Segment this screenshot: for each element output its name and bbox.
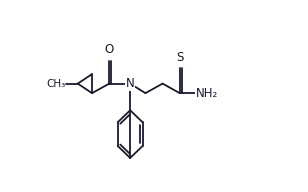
Text: N: N bbox=[126, 77, 135, 90]
Text: NH₂: NH₂ bbox=[196, 87, 218, 100]
Text: O: O bbox=[105, 43, 114, 56]
Text: CH₃: CH₃ bbox=[46, 79, 65, 89]
Text: S: S bbox=[176, 51, 184, 64]
